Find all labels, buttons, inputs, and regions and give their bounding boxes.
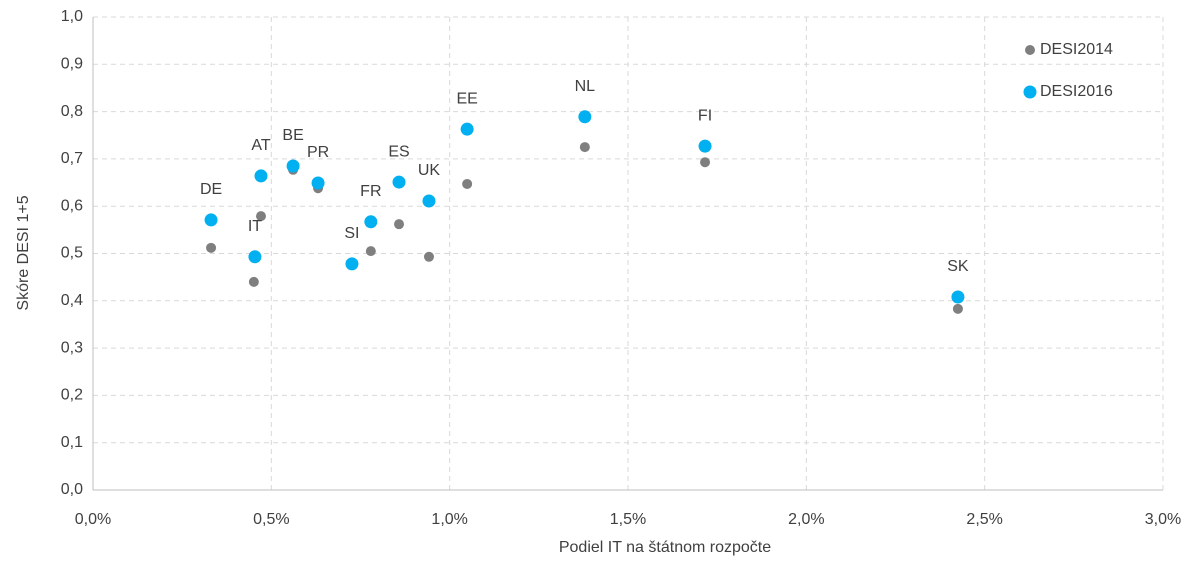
- point-label: AT: [251, 137, 270, 154]
- x-tick-label: 2,0%: [788, 511, 824, 528]
- point: [345, 257, 359, 271]
- legend-marker: [1025, 45, 1035, 55]
- point-label: FR: [360, 183, 381, 200]
- point-label: BE: [282, 127, 303, 144]
- point-label: ES: [388, 143, 409, 160]
- point: [578, 110, 592, 124]
- legend-label: DESI2014: [1040, 41, 1113, 58]
- point: [462, 178, 473, 189]
- point-label: DE: [200, 181, 222, 198]
- point: [698, 139, 712, 153]
- x-tick-label: 2,5%: [966, 511, 1002, 528]
- x-tick-label: 1,0%: [431, 511, 467, 528]
- point: [951, 290, 965, 304]
- point: [579, 142, 590, 153]
- point: [365, 246, 376, 257]
- y-tick-label: 0,1: [61, 434, 83, 451]
- point: [700, 157, 711, 168]
- y-tick-label: 0,4: [61, 292, 83, 309]
- point-label: PR: [307, 144, 329, 161]
- y-tick-label: 0,3: [61, 339, 83, 356]
- legend-label: DESI2016: [1040, 83, 1113, 100]
- point-label: FI: [698, 107, 712, 124]
- point-label: NL: [575, 78, 596, 95]
- point: [254, 169, 268, 183]
- point-label: IT: [248, 218, 262, 235]
- y-tick-label: 0,9: [61, 56, 83, 73]
- point: [394, 219, 405, 230]
- point: [364, 215, 378, 229]
- legend-marker: [1023, 85, 1037, 99]
- point: [286, 159, 300, 173]
- point-label: EE: [456, 90, 477, 107]
- x-tick-label: 3,0%: [1145, 511, 1181, 528]
- y-tick-label: 0,6: [61, 197, 83, 214]
- y-tick-label: 0,7: [61, 150, 83, 167]
- y-axis-title: Skóre DESI 1+5: [15, 195, 32, 310]
- point-label: SK: [947, 258, 969, 275]
- point: [204, 213, 218, 227]
- point: [392, 175, 406, 189]
- point: [206, 242, 217, 253]
- point: [248, 276, 259, 287]
- point: [460, 122, 474, 136]
- x-tick-label: 0,5%: [253, 511, 289, 528]
- x-axis-title: Podiel IT na štátnom rozpočte: [559, 539, 771, 556]
- point: [311, 176, 325, 190]
- y-tick-label: 1,0: [61, 8, 83, 25]
- y-tick-label: 0,8: [61, 103, 83, 120]
- point: [952, 303, 963, 314]
- x-tick-label: 1,5%: [610, 511, 646, 528]
- point: [255, 211, 266, 222]
- y-tick-label: 0,5: [61, 245, 83, 262]
- point-label: UK: [418, 162, 441, 179]
- point-label: SI: [344, 225, 359, 242]
- point: [423, 251, 434, 262]
- y-tick-label: 0,0: [61, 481, 83, 498]
- point: [422, 194, 436, 208]
- y-tick-label: 0,2: [61, 387, 83, 404]
- point: [248, 250, 262, 264]
- x-tick-label: 0,0%: [75, 511, 111, 528]
